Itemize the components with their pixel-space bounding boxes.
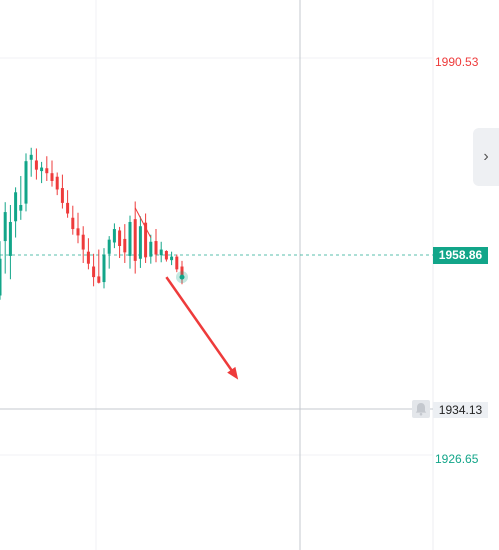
candle (81, 226, 85, 263)
price-label-current: 1958.86 (433, 247, 488, 264)
candle-body (24, 161, 28, 204)
candle (149, 234, 153, 264)
chevron-right-icon: › (483, 148, 489, 165)
candle (154, 229, 158, 263)
candle-body (66, 202, 70, 214)
candle (92, 253, 96, 287)
candle (86, 238, 90, 270)
candle-body (45, 168, 49, 174)
candle-body (154, 241, 158, 255)
candle (128, 215, 132, 269)
candle-body (71, 217, 75, 230)
candle (118, 226, 122, 259)
candle-body (29, 154, 33, 160)
candle (159, 241, 163, 263)
candle-body (123, 238, 127, 253)
last-price-pulse (176, 271, 188, 284)
candle-body (14, 192, 18, 222)
candle-body (81, 234, 85, 250)
candle-body (175, 256, 179, 270)
candle-body (112, 229, 116, 243)
candle-body (97, 276, 101, 283)
candle (60, 174, 64, 209)
candle (123, 224, 127, 263)
candle-body (55, 176, 59, 190)
candle (55, 172, 59, 196)
candle-body (34, 160, 38, 170)
candle-body (138, 226, 142, 259)
candle-body (8, 221, 12, 256)
candle-body (60, 188, 64, 203)
grid-lines (0, 0, 434, 550)
candle-body (102, 254, 106, 283)
candle (66, 190, 70, 218)
candle-body (144, 222, 148, 258)
candle-body (159, 249, 163, 256)
candle-body (92, 266, 96, 278)
candle (0, 241, 2, 300)
candle (50, 160, 54, 187)
candle-body (19, 205, 23, 211)
candle (138, 216, 142, 268)
candle (34, 148, 38, 180)
candle-body (170, 256, 174, 261)
crosshair (0, 0, 433, 550)
side-panel-toggle[interactable]: › (473, 128, 499, 186)
candle (40, 161, 44, 184)
candle (164, 250, 168, 262)
candle-body (76, 228, 80, 236)
candle-body (180, 266, 184, 278)
candle-body (128, 221, 132, 256)
candle-body (118, 230, 122, 247)
price-label-low: 1926.65 (435, 452, 479, 466)
bell-icon (415, 403, 427, 416)
alert-bell-icon[interactable] (412, 400, 430, 418)
trend-line[interactable] (134, 207, 152, 238)
candle (29, 147, 33, 177)
candle (71, 205, 75, 235)
candle-body (3, 212, 7, 242)
arrow-shaft[interactable] (165, 276, 234, 373)
candle (180, 260, 184, 285)
candle (102, 248, 106, 289)
arrow-head[interactable] (227, 366, 239, 380)
candle (8, 205, 12, 280)
candle (175, 254, 179, 273)
candle (19, 176, 23, 220)
candle-body (0, 258, 2, 296)
candle (144, 213, 148, 263)
last-price-dot (179, 274, 185, 280)
candle (170, 251, 174, 266)
candle (24, 153, 28, 212)
drawings[interactable] (134, 207, 239, 380)
candle (107, 236, 111, 269)
candle (112, 223, 116, 249)
candle (133, 201, 137, 274)
candle (97, 249, 101, 284)
candle-body (149, 241, 153, 257)
candle (14, 187, 18, 238)
price-label-high: 1990.53 (435, 55, 479, 69)
candle (3, 202, 7, 274)
candle-body (86, 251, 90, 264)
candle (45, 156, 49, 181)
candle (76, 212, 80, 244)
price-label-crosshair: 1934.13 (433, 402, 488, 418)
candlesticks (0, 147, 184, 300)
candle-body (107, 239, 111, 254)
candle-body (40, 167, 44, 172)
candle-body (164, 250, 168, 260)
candle-body (50, 173, 54, 181)
candle-body (133, 219, 137, 261)
